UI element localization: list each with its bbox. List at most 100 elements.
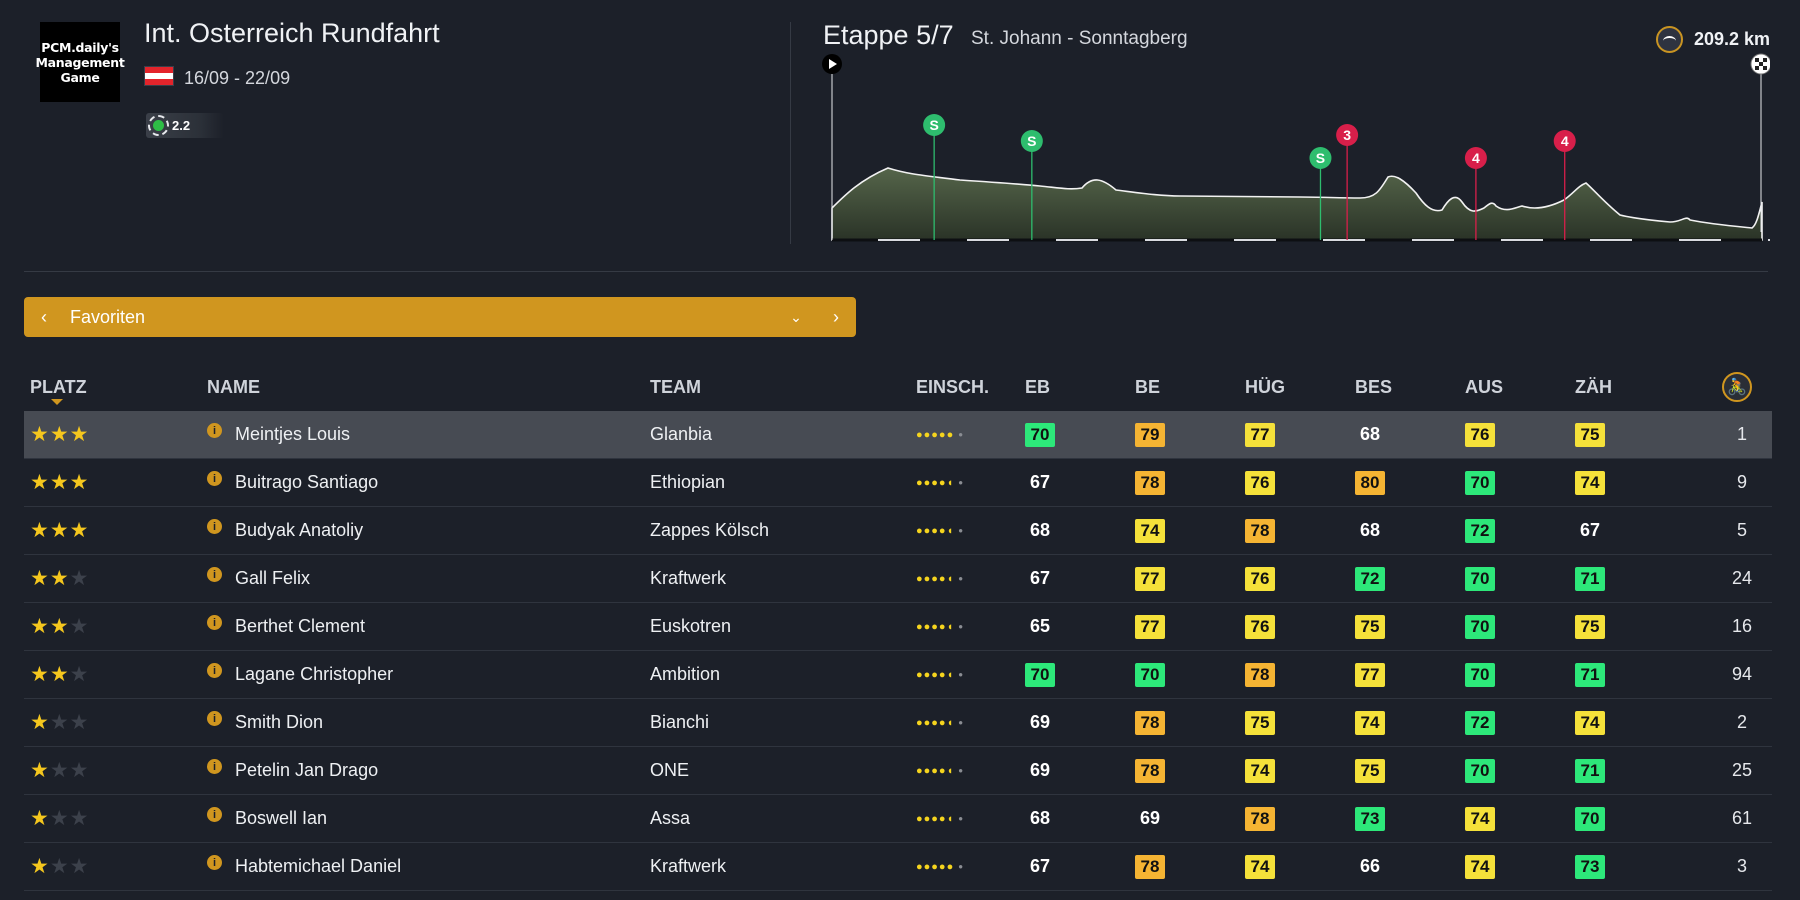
form-dim-dot-icon: ● [958,622,965,631]
rider-name[interactable]: Lagane Christopher [235,664,394,684]
stat-value: 78 [1245,795,1275,842]
chevron-right-icon[interactable]: › [833,306,839,327]
stat-pill: 76 [1245,614,1275,639]
stat-value: 65 [1029,616,1051,636]
star-icon: ★ [69,423,90,446]
table-row[interactable]: ★ ★ ★ i Berthet Clement Euskotren ●●●●◖ ● 65 77 76… [24,603,1772,651]
info-glyph[interactable]: i [207,423,222,438]
table-row[interactable]: ★ ★ ★ i Lagane Christopher Ambition ●●●●◖ ● 70 70… [24,651,1772,699]
stat-pill: 78 [1245,662,1275,687]
info-glyph[interactable]: i [207,663,222,678]
stat-pill: 75 [1355,614,1385,639]
star-icon: ★ [30,807,50,830]
stat-pill: 74 [1135,518,1165,543]
header-team[interactable]: TEAM [650,377,701,397]
header-zah[interactable]: ZÄH [1575,377,1612,397]
stat-pill: 74 [1465,806,1495,831]
info-glyph[interactable]: i [207,471,222,486]
info-glyph[interactable]: i [207,807,222,822]
stat-value: 77 [1135,603,1165,650]
header-name[interactable]: NAME [207,377,260,397]
sprint-marker-icon[interactable] [1309,147,1332,169]
header-platz[interactable]: PLATZ [30,377,87,397]
rider-team: Bianchi [650,712,710,732]
info-icon[interactable]: i [207,795,222,842]
rider-name[interactable]: Habtemichael Daniel [235,856,402,876]
table-row[interactable]: ★ ★ ★ i Gall Felix Kraftwerk ●●●●◖ ● 67 77 76 72 70 7… [24,555,1772,603]
sort-desc-icon [51,399,63,405]
stat-value: 70 [1465,555,1495,602]
austria-flag-icon [144,66,174,86]
rating-stars: ★ ★ ★ [30,795,89,842]
header-hug[interactable]: HÜG [1245,377,1285,397]
header-eb[interactable]: EB [1025,377,1051,397]
rider-rank: 25 [1731,760,1753,780]
table-row[interactable]: ★ ★ ★ i Petelin Jan Drago ONE ●●●●◖ ● 69 78 74 75 70… [24,747,1772,795]
climb-marker-icon[interactable] [1464,147,1487,169]
header-einsch[interactable]: EINSCH. [916,377,990,397]
stat-value: 68 [1359,424,1381,444]
cyclist-icon[interactable]: 🚴 [1722,372,1752,402]
info-glyph[interactable]: i [207,855,222,870]
info-glyph[interactable]: i [207,615,222,630]
chevron-down-icon[interactable]: ⌄ [790,308,802,325]
info-glyph[interactable]: i [207,711,222,726]
form-dim-dot-icon: ● [958,766,965,775]
chevron-left-icon[interactable]: ‹ [41,306,47,327]
table-row[interactable]: ★ ★ ★ i Boswell Ian Assa ●●●●◖ ● 68 69 78 73 74 70 61 [24,795,1772,843]
group-selector[interactable]: ‹ Favoriten ⌄ › [24,297,856,337]
rider-name[interactable]: Gall Felix [235,568,311,588]
table-row[interactable]: ★ ★ ★ i Buitrago Santiago Ethiopian ●●●●◖ ● 67 78… [24,459,1772,507]
header-be[interactable]: BE [1135,377,1161,397]
stat-pill: 70 [1025,422,1055,447]
climb-marker-icon[interactable] [1336,124,1359,146]
rider-name[interactable]: Berthet Clement [235,616,366,636]
stat-value: 70 [1025,411,1055,458]
header-bes[interactable]: BES [1355,377,1393,397]
rider-name[interactable]: Buitrago Santiago [235,472,379,492]
category-icon [148,115,169,136]
sprint-marker-icon[interactable] [1020,130,1043,152]
climb-marker-icon[interactable] [1553,130,1576,152]
stat-pill: 70 [1575,806,1605,831]
rider-name[interactable]: Petelin Jan Drago [235,760,379,780]
table-row[interactable]: ★ ★ ★ i Meintjes Louis Glanbia ●●●●● ● 70 79 77 68 7… [24,411,1772,459]
info-icon[interactable]: i [207,651,222,698]
stat-value: 76 [1245,459,1275,506]
info-glyph[interactable]: i [207,567,222,582]
info-icon[interactable]: i [207,411,222,458]
header-aus[interactable]: AUS [1465,377,1504,397]
stat-value: 76 [1245,555,1275,602]
stat-pill: 70 [1465,566,1495,591]
rider-name[interactable]: Boswell Ian [235,808,328,828]
info-glyph[interactable]: i [207,519,222,534]
info-icon[interactable]: i [207,843,222,890]
rider-rank: 2 [1736,712,1747,732]
info-icon[interactable]: i [207,747,222,794]
sprint-marker-icon[interactable] [923,114,946,136]
stat-pill: 78 [1135,758,1165,783]
info-icon[interactable]: i [207,507,222,554]
info-icon[interactable]: i [207,555,222,602]
table-row[interactable]: ★ ★ ★ i Smith Dion Bianchi ●●●●◖ ● 69 78 75 74 72 74 2 [24,699,1772,747]
table-row[interactable]: ★ ★ ★ i Budyak Anatoliy Zappes Kölsch ●●●●◖ ● 68… [24,507,1772,555]
stat-value: 67 [1029,856,1051,876]
group-selector-label[interactable]: Favoriten [70,306,146,327]
rider-name[interactable]: Smith Dion [235,712,324,732]
stat-value: 74 [1355,699,1385,746]
info-icon[interactable]: i [207,459,222,506]
stat-pill: 75 [1355,758,1385,783]
rider-name[interactable]: Budyak Anatoliy [235,520,364,540]
stat-value: 74 [1575,699,1605,746]
info-icon[interactable]: i [207,699,222,746]
info-icon[interactable]: i [207,603,222,650]
section-divider [24,271,1768,272]
stat-value: 74 [1135,507,1165,554]
stat-pill: 71 [1575,758,1605,783]
rider-name[interactable]: Meintjes Louis [235,424,351,444]
table-row[interactable]: ★ ★ ★ i Habtemichael Daniel Kraftwerk ●●●●● ● 67… [24,843,1772,891]
form-dots: ●●●●◖ [916,572,955,585]
star-icon: ★ [30,471,50,494]
rider-form: ●●●●◖ ● [916,651,964,698]
info-glyph[interactable]: i [207,759,222,774]
